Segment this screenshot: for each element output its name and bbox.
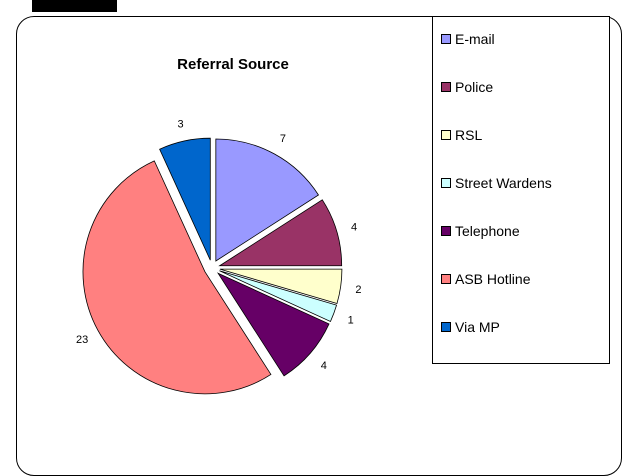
data-label-e-mail: 7 <box>280 133 286 145</box>
legend-item-via-mp: Via MP <box>441 319 500 335</box>
chart-title: Referral Source <box>177 56 289 73</box>
legend-item-e-mail: E-mail <box>441 31 495 47</box>
data-label-telephone: 4 <box>321 360 327 372</box>
legend-label: Via MP <box>455 319 500 335</box>
pie-slice-via-mp <box>159 137 211 261</box>
pie-slice-telephone <box>216 272 330 377</box>
tab-marker <box>32 0 117 12</box>
pie-chart: 7 4 2 1 4 23 3 <box>76 118 362 395</box>
data-label-police: 4 <box>351 221 357 233</box>
data-label-asb-hotline: 23 <box>76 334 88 346</box>
legend-swatch <box>441 274 451 284</box>
legend-swatch <box>441 130 451 140</box>
pie-slice-e-mail <box>215 138 320 262</box>
legend-label: E-mail <box>455 31 495 47</box>
legend-swatch <box>441 322 451 332</box>
legend-item-street-wardens: Street Wardens <box>441 175 552 191</box>
legend-item-police: Police <box>441 79 493 95</box>
legend-item-telephone: Telephone <box>441 223 520 239</box>
legend-swatch <box>441 226 451 236</box>
data-label-via-mp: 3 <box>177 118 183 130</box>
legend-swatch <box>441 34 451 44</box>
legend-label: Telephone <box>455 223 520 239</box>
legend-item-rsl: RSL <box>441 127 482 143</box>
data-label-street-wardens: 1 <box>348 315 354 327</box>
legend-label: RSL <box>455 127 483 143</box>
pie-slice-police <box>218 199 343 267</box>
legend-label: Street Wardens <box>455 175 552 191</box>
chart-legend: E-mail Police RSL Street Wardens Telephone AS… <box>432 16 610 364</box>
data-label-rsl: 2 <box>355 284 361 296</box>
pie-slice-street-wardens <box>219 270 338 323</box>
legend-label: ASB Hotline <box>455 271 531 287</box>
pie-slice-asb-hotline <box>82 160 272 395</box>
legend-swatch <box>441 178 451 188</box>
legend-label: Police <box>455 79 494 95</box>
pie-slice-rsl <box>219 268 343 305</box>
legend-swatch <box>441 82 451 92</box>
legend-item-asb-hotline: ASB Hotline <box>441 271 530 287</box>
